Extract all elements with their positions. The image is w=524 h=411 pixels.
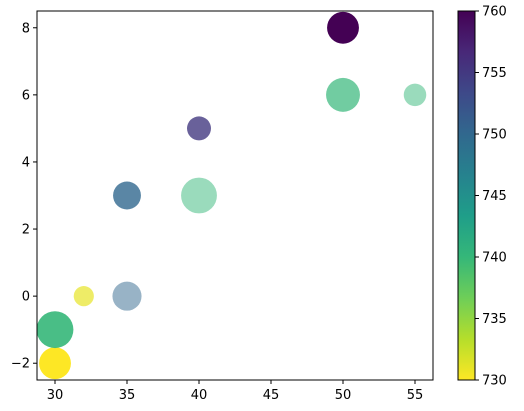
x-tick-label: 35	[119, 388, 136, 403]
scatter-point	[187, 116, 211, 141]
scatter-point	[37, 311, 74, 349]
scatter-point	[326, 77, 360, 112]
y-tick-label: 6	[22, 88, 30, 103]
x-tick-label: 55	[407, 388, 424, 403]
plot-frame	[36, 10, 434, 381]
colorbar-tick-label: 745	[482, 189, 507, 204]
colorbar-tick-label: 760	[482, 5, 507, 20]
colorbar: 730 735 740 745 750 755 760	[457, 5, 507, 389]
scatter-point	[327, 11, 359, 44]
x-axis: 30 35 40 45 50 55	[47, 380, 424, 403]
scatter-point	[39, 347, 71, 380]
x-tick-label: 45	[263, 388, 280, 403]
colorbar-tick-label: 730	[482, 374, 507, 389]
x-tick-label: 40	[191, 388, 208, 403]
x-tick-label: 30	[47, 388, 64, 403]
y-tick-label: 0	[22, 290, 30, 305]
scatter-point	[113, 181, 141, 210]
points-layer	[37, 11, 427, 380]
colorbar-gradient	[458, 11, 475, 380]
scatter-point	[403, 83, 427, 107]
y-tick-label: −2	[11, 357, 30, 372]
colorbar-tick-label: 740	[482, 251, 507, 266]
colorbar-tick-label: 750	[482, 128, 507, 143]
colorbar-tick-label: 735	[482, 312, 507, 327]
y-axis: −2 0 2 4 6 8	[11, 21, 37, 372]
scatter-point	[112, 281, 142, 311]
y-tick-label: 2	[22, 223, 30, 238]
scatter-point	[181, 177, 217, 214]
plot-area	[37, 11, 433, 380]
y-tick-label: 4	[22, 155, 30, 170]
colorbar-tick-label: 755	[482, 66, 507, 81]
scatter-point	[73, 286, 94, 307]
x-tick-label: 50	[335, 388, 352, 403]
y-tick-label: 8	[22, 21, 30, 36]
